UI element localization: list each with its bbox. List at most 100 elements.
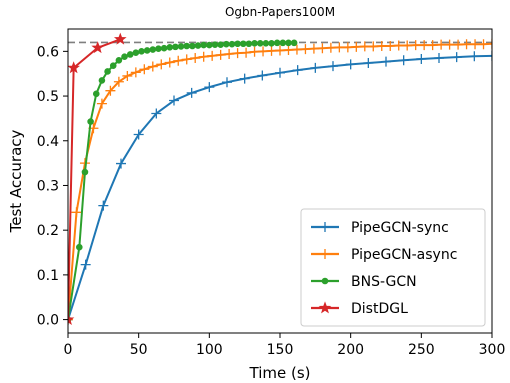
series-layer — [68, 32, 492, 325]
series-pipegcn-async — [68, 38, 492, 325]
data-point — [186, 87, 197, 98]
data-point — [345, 59, 356, 70]
data-point — [115, 56, 123, 64]
y-tick-label: 0.2 — [37, 223, 59, 239]
data-point — [416, 53, 427, 64]
data-point — [351, 41, 362, 52]
legend-label: DistDGL — [351, 301, 408, 317]
data-point — [334, 42, 345, 53]
data-point — [232, 48, 243, 59]
data-point — [177, 43, 185, 50]
data-point — [98, 77, 106, 84]
data-point — [92, 90, 100, 98]
x-axis: 0 50 100 150 200 250 300 — [64, 333, 506, 358]
y-tick-label: 0.6 — [37, 44, 59, 60]
data-point — [381, 56, 391, 67]
data-point — [181, 54, 192, 65]
data-point — [275, 67, 285, 78]
data-point — [444, 39, 455, 50]
data-point — [268, 40, 275, 47]
data-point — [419, 40, 430, 51]
data-point — [325, 42, 336, 53]
data-point — [189, 42, 196, 50]
data-point — [139, 64, 150, 75]
data-point — [434, 53, 444, 64]
data-point — [402, 40, 413, 51]
data-point — [363, 57, 374, 68]
data-point — [234, 40, 241, 48]
data-point — [290, 39, 298, 47]
data-point — [266, 45, 277, 56]
y-tick-label: 0.0 — [37, 313, 59, 329]
data-point — [241, 47, 252, 58]
data-point — [328, 61, 338, 72]
data-point — [164, 57, 175, 68]
x-tick-label: 150 — [267, 342, 294, 358]
legend-marker — [320, 222, 330, 232]
data-point — [222, 77, 232, 88]
legend-marker — [320, 249, 330, 259]
data-point — [68, 61, 80, 74]
y-tick-label: 0.5 — [37, 89, 59, 105]
data-point — [138, 48, 145, 55]
series-bns-gcn — [68, 39, 298, 323]
data-point — [172, 43, 179, 51]
data-point — [258, 46, 269, 57]
data-point — [461, 39, 472, 50]
legend-item: PipeGCN-sync — [311, 220, 449, 236]
data-point — [113, 76, 124, 87]
data-point — [160, 44, 168, 52]
data-point — [80, 259, 91, 270]
data-point — [156, 59, 167, 70]
data-point — [239, 40, 247, 48]
data-point — [194, 42, 202, 49]
data-point — [204, 82, 215, 93]
x-axis-label: Time (s) — [249, 364, 311, 382]
data-point — [283, 45, 294, 56]
data-point — [453, 39, 464, 50]
data-point — [487, 50, 492, 61]
data-point — [245, 40, 253, 48]
data-point — [285, 39, 292, 47]
data-point — [487, 38, 492, 49]
data-point — [207, 50, 218, 61]
y-tick-label: 0.4 — [37, 134, 59, 150]
y-tick-label: 0.3 — [37, 178, 59, 194]
legend-marker — [318, 301, 332, 314]
data-point — [279, 39, 287, 47]
x-tick-label: 300 — [479, 342, 506, 358]
data-point — [257, 70, 268, 81]
data-point — [239, 73, 250, 84]
data-point — [109, 62, 117, 69]
data-point — [217, 41, 224, 48]
data-point — [133, 129, 144, 140]
data-point — [410, 40, 421, 51]
x-tick-label: 100 — [196, 342, 223, 358]
data-point — [68, 312, 75, 325]
data-point — [190, 53, 201, 64]
data-point — [393, 40, 404, 51]
data-point — [126, 51, 134, 58]
data-point — [342, 42, 353, 53]
legend-marker — [321, 277, 329, 285]
series-line — [68, 41, 295, 320]
series-line — [68, 38, 121, 320]
legend-label: PipeGCN-sync — [351, 220, 449, 236]
data-point — [249, 46, 260, 57]
data-point — [96, 98, 107, 109]
data-point — [121, 53, 128, 61]
data-point — [215, 49, 226, 60]
data-point — [166, 44, 174, 51]
data-point — [262, 40, 270, 47]
data-point — [398, 55, 409, 66]
data-point — [104, 68, 111, 75]
legend: PipeGCN-sync PipeGCN-async BNS-GCN DistDGL — [300, 208, 486, 327]
data-point — [451, 52, 462, 63]
series-pipegcn-sync — [68, 50, 492, 325]
data-point — [87, 118, 94, 125]
x-tick-label: 50 — [130, 342, 148, 358]
data-point — [147, 61, 158, 72]
data-point — [198, 51, 209, 62]
data-point — [173, 55, 184, 66]
